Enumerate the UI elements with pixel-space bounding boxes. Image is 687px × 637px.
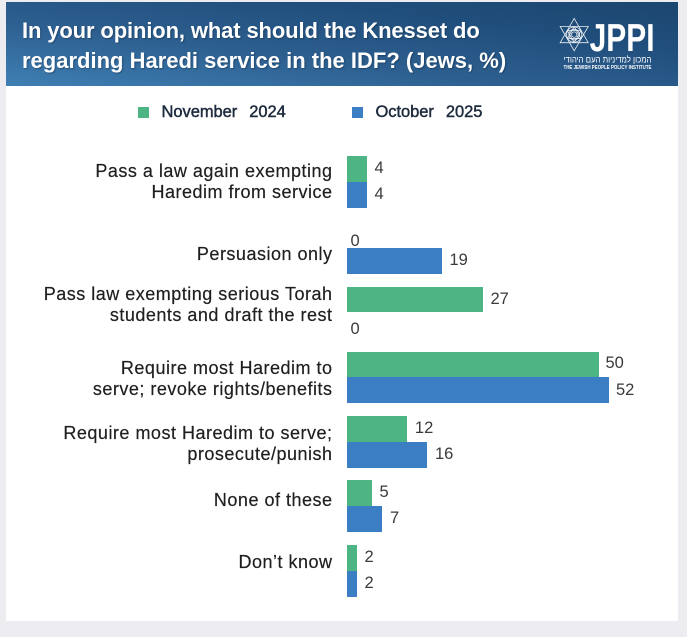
svg-text:המכון למדיניות העם היהודי: המכון למדיניות העם היהודי <box>564 55 652 65</box>
svg-text:THE JEWISH PEOPLE POLICY INSTI: THE JEWISH PEOPLE POLICY INSTITUTE <box>564 65 652 71</box>
svg-text:JPPI: JPPI <box>590 17 655 60</box>
